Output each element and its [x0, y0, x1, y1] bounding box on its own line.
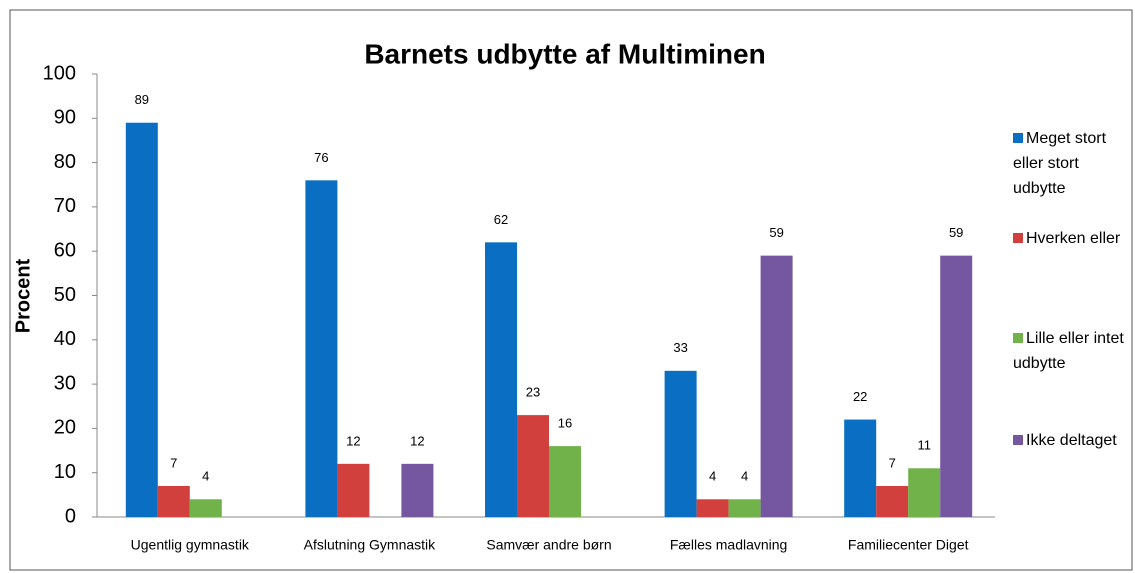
- bar: [844, 419, 877, 517]
- data-label: 7: [170, 455, 177, 470]
- data-label: 12: [346, 433, 360, 448]
- x-tick-label: Fælles madlavning: [670, 537, 788, 553]
- y-tick-label: 80: [54, 151, 76, 173]
- data-label: 11: [917, 438, 931, 453]
- data-label: 23: [526, 385, 540, 400]
- bar: [549, 446, 581, 517]
- bar: [337, 463, 370, 517]
- legend-entry: Hverken eller: [1013, 226, 1125, 251]
- bar: [940, 255, 973, 517]
- data-label: 59: [949, 225, 963, 240]
- x-tick-label: Familiecenter Diget: [848, 537, 969, 553]
- bar: [664, 370, 697, 517]
- data-label: 16: [558, 416, 572, 431]
- data-label: 12: [410, 433, 424, 448]
- y-axis-label: Procent: [12, 258, 34, 333]
- data-label: 4: [709, 469, 716, 484]
- bar: [517, 415, 549, 517]
- chart-border: [9, 9, 1133, 571]
- bar: [125, 122, 158, 517]
- bar: [485, 242, 517, 517]
- bar: [696, 499, 729, 517]
- legend-entry: Meget stort eller stort udbytte: [1013, 126, 1125, 201]
- legend-swatch: [1013, 133, 1023, 143]
- y-tick-label: 50: [54, 284, 76, 306]
- legend-label: Meget stort eller stort udbytte: [1013, 130, 1107, 197]
- y-tick-label: 40: [54, 328, 76, 350]
- data-label: 22: [853, 389, 867, 404]
- bar: [728, 499, 761, 517]
- y-tick-label: 90: [54, 107, 76, 129]
- data-label: 89: [135, 92, 149, 107]
- legend-swatch: [1013, 435, 1023, 445]
- chart-title: Barnets udbytte af Multiminen: [364, 38, 765, 69]
- legend-swatch: [1013, 333, 1023, 343]
- y-tick-label: 0: [65, 505, 76, 527]
- legend-entry: Lille eller intet udbytte: [1013, 326, 1125, 376]
- bar: [189, 499, 222, 517]
- legend-swatch: [1013, 233, 1023, 243]
- y-tick-label: 100: [43, 62, 76, 84]
- data-label: 62: [494, 212, 508, 227]
- x-tick-label: Samvær andre børn: [486, 537, 611, 553]
- data-label: 33: [673, 340, 687, 355]
- data-label: 4: [741, 469, 748, 484]
- data-label: 59: [769, 225, 783, 240]
- y-tick-label: 20: [54, 417, 76, 439]
- bar: [157, 485, 190, 517]
- y-tick-label: 60: [54, 239, 76, 261]
- data-label: 4: [202, 469, 209, 484]
- x-tick-label: Afslutning Gymnastik: [304, 537, 436, 553]
- bar: [876, 485, 909, 517]
- bar: [908, 468, 941, 517]
- bar: [305, 180, 338, 517]
- x-tick-label: Ugentlig gymnastik: [131, 537, 250, 553]
- bar: [760, 255, 793, 517]
- legend-entry: Ikke deltaget: [1013, 428, 1125, 453]
- legend-label: Lille eller intet udbytte: [1013, 330, 1124, 372]
- y-tick-label: 70: [54, 195, 76, 217]
- legend-label: Ikke deltaget: [1026, 432, 1117, 449]
- y-tick-label: 10: [54, 461, 76, 483]
- data-label: 76: [314, 150, 328, 165]
- bar: [401, 463, 434, 517]
- y-tick-label: 30: [54, 372, 76, 394]
- data-label: 7: [889, 455, 896, 470]
- legend-label: Hverken eller: [1026, 230, 1121, 247]
